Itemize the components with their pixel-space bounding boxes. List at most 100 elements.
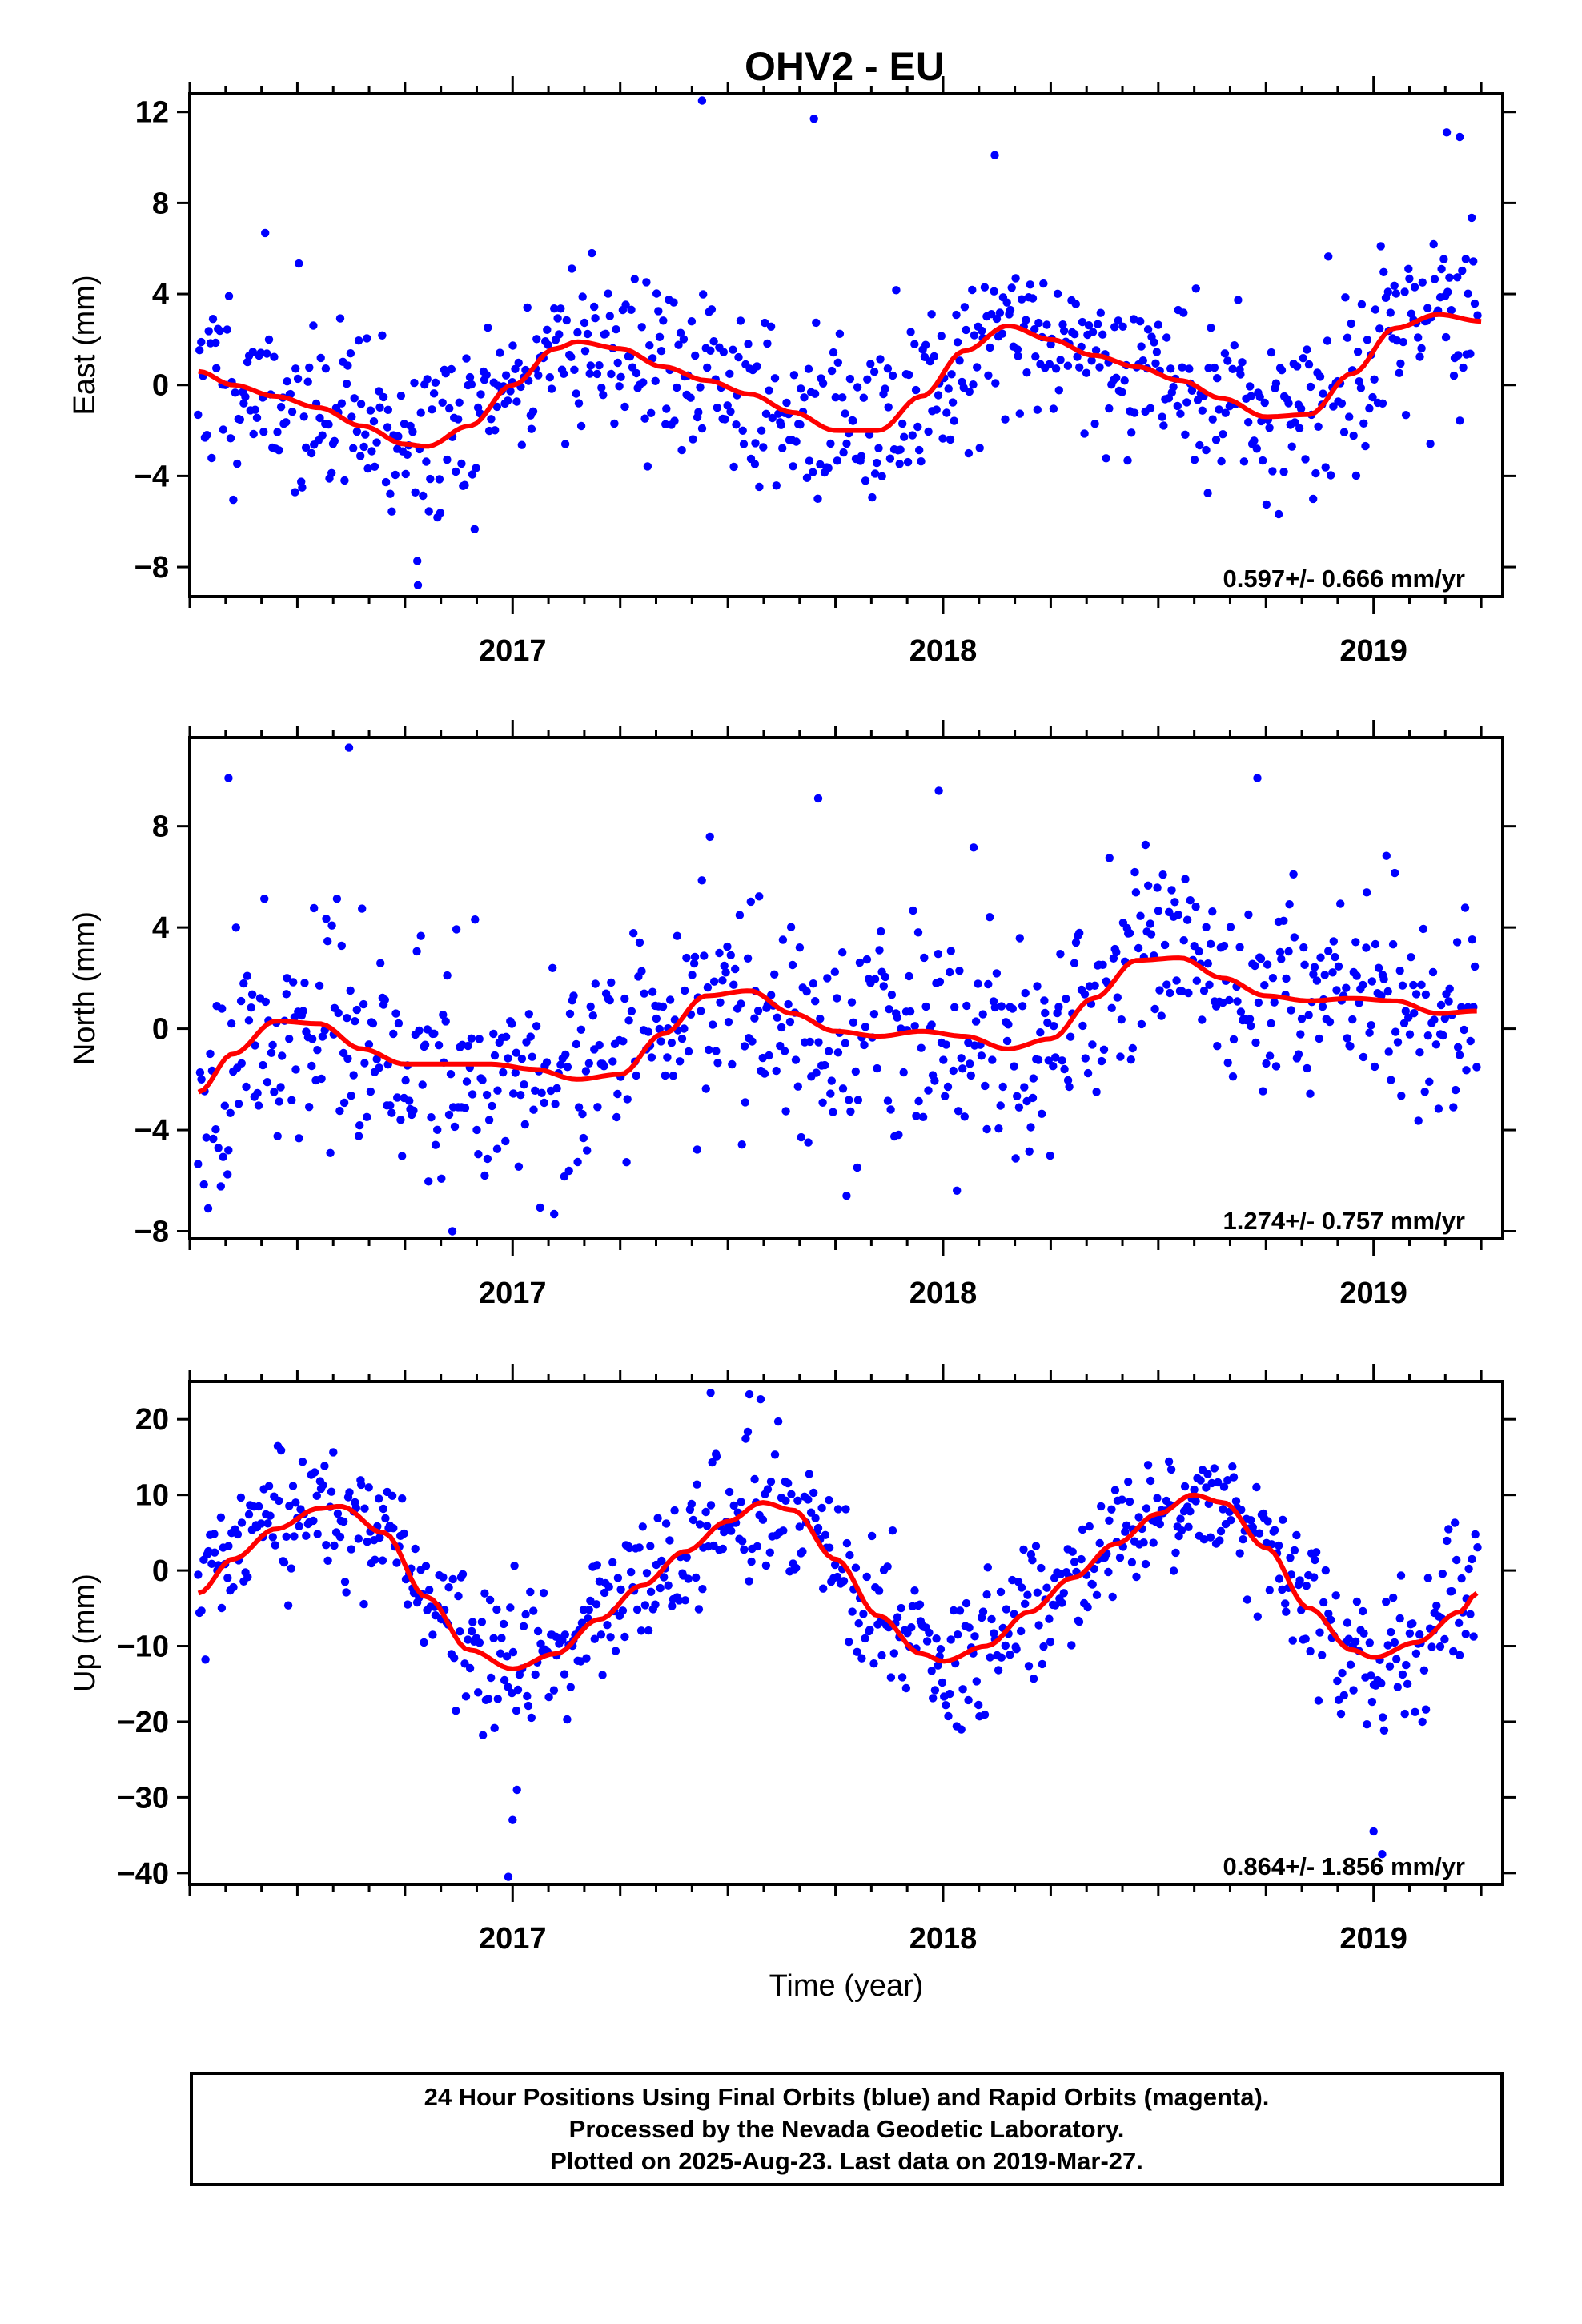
up-point: [257, 1519, 266, 1528]
up-point: [793, 1496, 802, 1506]
up-point: [741, 1434, 750, 1443]
north-point: [847, 998, 857, 1007]
up-point: [345, 1488, 354, 1497]
north-point: [305, 1103, 314, 1112]
up-point: [1186, 1507, 1195, 1516]
north-point: [1244, 910, 1253, 919]
north-point: [977, 1051, 986, 1060]
east-point: [330, 436, 339, 445]
east-point: [908, 431, 917, 440]
north-point: [482, 1090, 492, 1100]
north-point: [416, 931, 425, 940]
up-point: [1403, 1679, 1412, 1688]
east-point: [1208, 415, 1217, 424]
east-point: [1379, 267, 1388, 276]
east-point: [1284, 399, 1293, 408]
east-point: [703, 363, 712, 372]
north-point: [853, 1163, 862, 1172]
east-point: [465, 372, 475, 382]
north-point: [275, 1097, 283, 1106]
east-point: [1365, 404, 1374, 413]
east-point: [874, 444, 883, 452]
north-point: [795, 943, 805, 952]
up-point: [375, 1494, 383, 1503]
north-point: [1457, 1003, 1466, 1011]
north-point: [1436, 1000, 1446, 1010]
east-point: [1028, 294, 1038, 303]
north-point: [726, 951, 735, 960]
east-point: [597, 384, 606, 392]
north-point: [1421, 990, 1431, 999]
east-point: [1193, 396, 1203, 404]
up-point: [770, 1450, 780, 1459]
up-point: [398, 1494, 407, 1503]
east-point: [630, 275, 639, 283]
north-point: [1199, 987, 1209, 995]
east-point: [833, 358, 843, 367]
north-point: [467, 1034, 476, 1043]
east-point: [969, 380, 978, 389]
east-point: [616, 372, 625, 381]
up-point: [425, 1586, 434, 1594]
up-point: [339, 1517, 348, 1526]
north-point: [1063, 1076, 1073, 1085]
north-point: [1324, 947, 1333, 955]
north-point: [690, 952, 700, 962]
north-point: [1107, 1003, 1116, 1013]
up-point: [656, 1583, 665, 1593]
up-point: [833, 1572, 842, 1582]
north-point: [1284, 947, 1293, 956]
north-point: [446, 1070, 456, 1079]
north-point: [343, 1054, 352, 1063]
north-point: [663, 1053, 672, 1062]
north-point: [716, 998, 725, 1007]
east-point: [868, 493, 877, 502]
east-point: [725, 369, 734, 378]
up-point: [420, 1638, 428, 1647]
north-point: [1265, 1051, 1275, 1060]
north-point: [818, 1098, 827, 1108]
up-point: [874, 1586, 884, 1595]
up-point: [217, 1603, 227, 1613]
north-point: [955, 967, 964, 975]
east-point: [1070, 330, 1079, 339]
up-point: [657, 1556, 666, 1566]
north-point: [1010, 1062, 1018, 1071]
east-ytick-label: 0: [152, 369, 169, 403]
north-point: [1150, 1004, 1159, 1014]
north-point: [581, 1067, 591, 1076]
east-point: [1341, 293, 1350, 302]
north-point: [703, 983, 713, 992]
north-point: [1398, 981, 1407, 990]
north-point: [537, 1088, 546, 1098]
north-point: [1370, 1062, 1379, 1072]
east-point: [291, 364, 300, 373]
east-point: [610, 419, 619, 428]
north-point: [1296, 1030, 1305, 1039]
east-point: [570, 365, 579, 374]
up-point: [1279, 1515, 1287, 1525]
north-point: [352, 1005, 361, 1015]
east-point: [340, 476, 349, 485]
north-point: [816, 1015, 825, 1023]
up-point: [781, 1496, 790, 1506]
up-point: [765, 1548, 774, 1557]
north-point: [1041, 1008, 1050, 1018]
north-point: [620, 994, 629, 1003]
north-point: [1419, 924, 1428, 934]
north-point: [942, 1040, 951, 1049]
north-point: [1099, 1045, 1109, 1055]
east-point: [987, 310, 996, 319]
up-point: [692, 1573, 701, 1582]
north-point: [637, 967, 646, 975]
north-point: [969, 843, 978, 852]
east-point: [411, 488, 420, 497]
east-point: [1275, 509, 1283, 519]
up-point: [1219, 1505, 1227, 1514]
east-point: [955, 356, 964, 365]
north-point: [1191, 903, 1200, 911]
up-point: [381, 1514, 390, 1523]
north-point: [833, 994, 841, 1003]
north-point: [1423, 1031, 1433, 1040]
east-point: [270, 352, 279, 361]
